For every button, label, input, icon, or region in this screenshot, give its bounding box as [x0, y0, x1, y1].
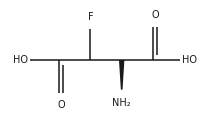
Polygon shape: [119, 60, 124, 90]
Text: HO: HO: [13, 55, 28, 65]
Text: O: O: [57, 100, 65, 110]
Text: O: O: [151, 10, 159, 20]
Text: F: F: [88, 12, 93, 22]
Text: NH₂: NH₂: [112, 98, 131, 108]
Text: HO: HO: [182, 55, 197, 65]
